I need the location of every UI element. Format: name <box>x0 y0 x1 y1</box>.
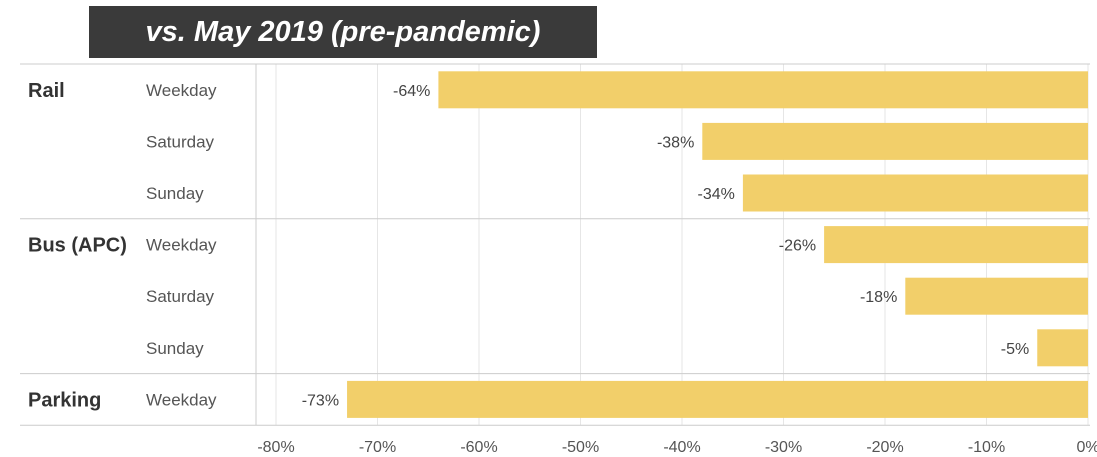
data-label: -34% <box>698 186 735 203</box>
data-label: -64% <box>393 83 430 100</box>
bar <box>438 71 1088 109</box>
bar <box>824 226 1088 264</box>
bars <box>347 71 1088 418</box>
bar <box>702 122 1088 160</box>
x-tick-label: -70% <box>359 439 396 456</box>
row-label: Saturday <box>146 132 215 151</box>
x-tick-label: -80% <box>257 439 294 456</box>
bar <box>1037 329 1088 367</box>
x-tick-label: -10% <box>968 439 1005 456</box>
row-label: Weekday <box>146 81 217 100</box>
x-tick-label: -50% <box>562 439 599 456</box>
row-label: Saturday <box>146 287 215 306</box>
x-tick-label: -30% <box>765 439 802 456</box>
group-label: Rail <box>28 80 65 102</box>
row-label: Weekday <box>146 390 217 409</box>
x-tick-label: -20% <box>866 439 903 456</box>
bar <box>905 277 1088 315</box>
x-tick-label: -60% <box>460 439 497 456</box>
row-label: Sunday <box>146 184 204 203</box>
data-label: -5% <box>1001 341 1029 358</box>
data-label: -38% <box>657 134 694 151</box>
group-separators <box>20 63 1090 426</box>
data-label: -73% <box>302 392 339 409</box>
group-label: Bus (APC) <box>28 235 127 257</box>
chart-title: vs. May 2019 (pre-pandemic) <box>89 6 597 58</box>
bar <box>347 380 1088 418</box>
row-label: Weekday <box>146 236 217 255</box>
x-tick-label: 0% <box>1076 439 1097 456</box>
labels: -80% -70% -60% -50% -40% -30% -20% -10% 0% Rail We… <box>28 80 1097 456</box>
bar <box>742 174 1088 212</box>
group-label: Parking <box>28 389 101 411</box>
data-label: -26% <box>779 238 816 255</box>
data-label: -18% <box>860 289 897 306</box>
x-tick-label: -40% <box>663 439 700 456</box>
row-label: Sunday <box>146 339 204 358</box>
